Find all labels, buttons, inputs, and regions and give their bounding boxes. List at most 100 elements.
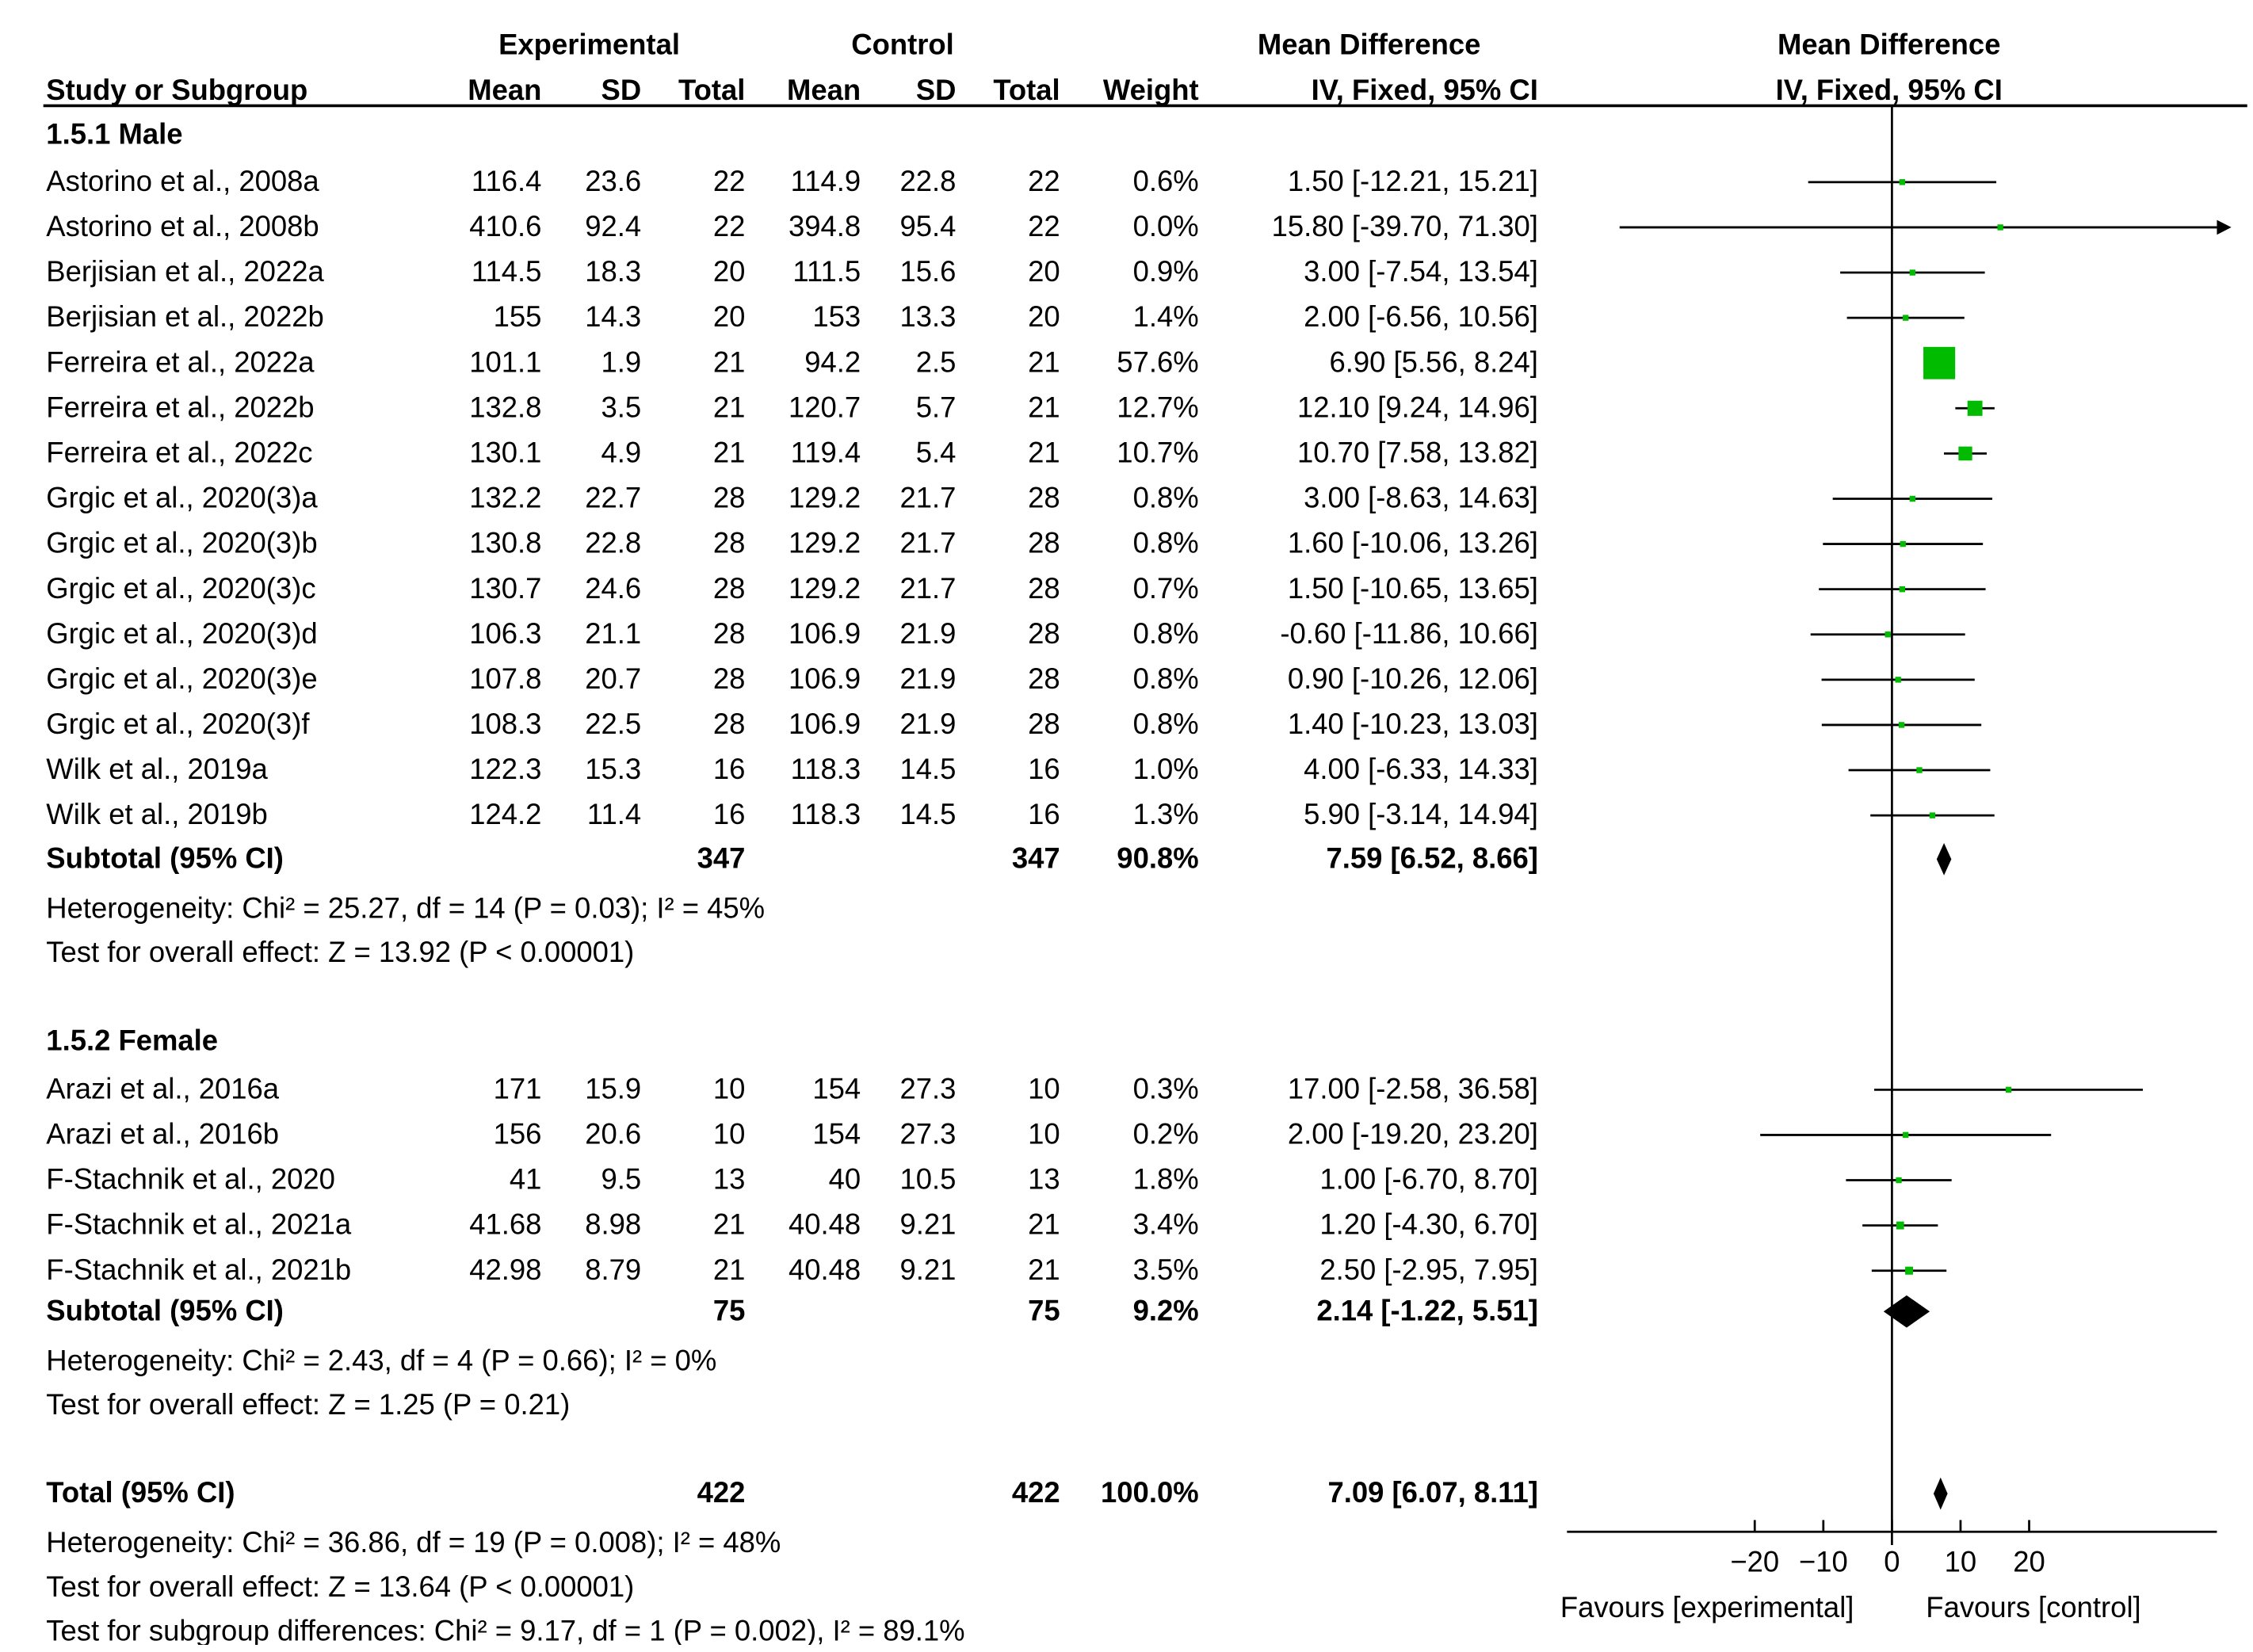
study-name: F-Stachnik et al., 2021b	[46, 1253, 351, 1286]
study-exp-mean: 114.5	[472, 255, 541, 288]
study-weight: 0.2%	[1133, 1117, 1199, 1150]
study-ctrl-mean: 129.2	[789, 571, 861, 604]
study-name: Astorino et al., 2008b	[46, 210, 319, 242]
subtotal-female-exp-total: 75	[713, 1294, 746, 1326]
study-ctrl-sd: 10.5	[900, 1162, 957, 1195]
study-weight-marker	[1896, 1177, 1902, 1184]
study-weight-marker	[1896, 1221, 1904, 1230]
subgroup-differences-test: Test for subgroup differences: Chi² = 9.…	[46, 1614, 964, 1645]
study-ctrl-total: 21	[1028, 436, 1060, 468]
study-ctrl-mean: 129.2	[789, 481, 861, 513]
study-exp-total: 16	[713, 753, 746, 785]
x-axis-tick-label: −20	[1730, 1545, 1779, 1578]
study-ctrl-sd: 21.9	[900, 662, 957, 695]
study-weight: 0.8%	[1133, 662, 1199, 695]
header-plot-mean-difference: Mean Difference	[1778, 28, 2000, 60]
study-exp-total: 21	[713, 1253, 746, 1286]
study-ctrl-mean: 106.9	[789, 617, 861, 650]
study-ci: 1.40 [-10.23, 13.03]	[1288, 708, 1538, 740]
total-ci: 7.09 [6.07, 8.11]	[1327, 1476, 1537, 1509]
study-exp-sd: 15.9	[585, 1072, 641, 1105]
x-axis-tick-label: 20	[2013, 1545, 2045, 1578]
subtotal-male-label: Subtotal (95% CI)	[46, 841, 284, 874]
study-weight-marker	[1905, 1266, 1913, 1275]
study-ctrl-mean: 119.4	[791, 436, 861, 468]
study-name: Grgic et al., 2020(3)d	[46, 617, 317, 650]
study-weight: 1.0%	[1133, 753, 1199, 785]
study-ctrl-total: 28	[1028, 662, 1060, 695]
study-name: Ferreira et al., 2022b	[46, 391, 314, 423]
study-exp-total: 10	[713, 1117, 746, 1150]
study-ci: -0.60 [-11.86, 10.66]	[1280, 617, 1537, 650]
study-ctrl-mean: 94.2	[804, 345, 861, 378]
study-exp-total: 21	[713, 391, 746, 423]
study-weight: 0.8%	[1133, 708, 1199, 740]
subtotal-female-label: Subtotal (95% CI)	[46, 1294, 284, 1326]
study-exp-mean: 108.3	[469, 708, 541, 740]
study-exp-total: 21	[713, 436, 746, 468]
total-ctrl-total: 422	[1012, 1476, 1060, 1509]
study-exp-sd: 3.5	[601, 391, 642, 423]
study-exp-sd: 24.6	[585, 571, 641, 604]
study-exp-sd: 8.79	[585, 1253, 641, 1286]
study-ctrl-total: 21	[1028, 345, 1060, 378]
subtotal-male-diamond	[1936, 842, 1952, 876]
study-weight-marker	[1909, 269, 1916, 276]
study-name: F-Stachnik et al., 2020	[46, 1162, 335, 1195]
study-ctrl-mean: 120.7	[789, 391, 861, 423]
study-ctrl-mean: 114.9	[791, 165, 861, 197]
study-exp-mean: 132.2	[469, 481, 541, 513]
study-weight: 0.8%	[1133, 617, 1199, 650]
study-exp-total: 13	[713, 1162, 746, 1195]
study-ctrl-total: 10	[1028, 1072, 1060, 1105]
study-weight-marker	[1903, 1131, 1909, 1139]
col-ctrl-total-header: Total	[993, 74, 1060, 106]
study-name: Grgic et al., 2020(3)f	[46, 708, 310, 740]
study-ctrl-sd: 13.3	[900, 300, 957, 333]
study-ci: 10.70 [7.58, 13.82]	[1297, 436, 1538, 468]
study-exp-total: 20	[713, 255, 746, 288]
study-ctrl-sd: 95.4	[900, 210, 957, 242]
study-weight: 0.7%	[1133, 571, 1199, 604]
study-ci: 6.90 [5.56, 8.24]	[1330, 345, 1538, 378]
study-name: Ferreira et al., 2022a	[46, 345, 315, 378]
study-exp-total: 28	[713, 617, 746, 650]
study-exp-mean: 132.8	[469, 391, 541, 423]
study-weight: 0.3%	[1133, 1072, 1199, 1105]
study-ctrl-sd: 5.7	[916, 391, 957, 423]
study-exp-sd: 1.9	[601, 345, 642, 378]
study-ctrl-sd: 21.7	[900, 526, 957, 559]
study-exp-sd: 21.1	[585, 617, 641, 650]
study-exp-sd: 14.3	[585, 300, 641, 333]
study-ctrl-total: 20	[1028, 255, 1060, 288]
study-name: Arazi et al., 2016b	[46, 1117, 279, 1150]
col-ctrl-mean-header: Mean	[787, 74, 861, 106]
study-weight: 0.8%	[1133, 481, 1199, 513]
study-weight: 10.7%	[1117, 436, 1198, 468]
study-exp-sd: 22.7	[585, 481, 641, 513]
study-ci: 1.60 [-10.06, 13.26]	[1288, 526, 1538, 559]
study-weight: 1.4%	[1133, 300, 1199, 333]
study-exp-mean: 41.68	[469, 1208, 541, 1240]
total-diamond	[1933, 1477, 1948, 1510]
study-weight: 0.8%	[1133, 526, 1199, 559]
study-exp-total: 21	[713, 1208, 746, 1240]
header-experimental: Experimental	[498, 28, 680, 60]
study-ci: 1.20 [-4.30, 6.70]	[1319, 1208, 1538, 1240]
study-weight-marker	[1899, 586, 1906, 593]
study-name: Ferreira et al., 2022c	[46, 436, 312, 468]
study-ctrl-mean: 40.48	[789, 1208, 861, 1240]
study-ci: 2.00 [-19.20, 23.20]	[1288, 1117, 1538, 1150]
study-exp-sd: 23.6	[585, 165, 641, 197]
subtotal-female-ci: 2.14 [-1.22, 5.51]	[1316, 1294, 1538, 1326]
heterogeneity-male: Heterogeneity: Chi² = 25.27, df = 14 (P …	[46, 891, 765, 924]
study-exp-mean: 41	[510, 1162, 542, 1195]
heterogeneity-total: Heterogeneity: Chi² = 36.86, df = 19 (P …	[46, 1526, 781, 1559]
study-ctrl-sd: 9.21	[900, 1208, 957, 1240]
study-ctrl-mean: 394.8	[789, 210, 861, 242]
subtotal-male-exp-total: 347	[697, 841, 746, 874]
study-ctrl-mean: 40	[829, 1162, 861, 1195]
study-name: Grgic et al., 2020(3)b	[46, 526, 317, 559]
